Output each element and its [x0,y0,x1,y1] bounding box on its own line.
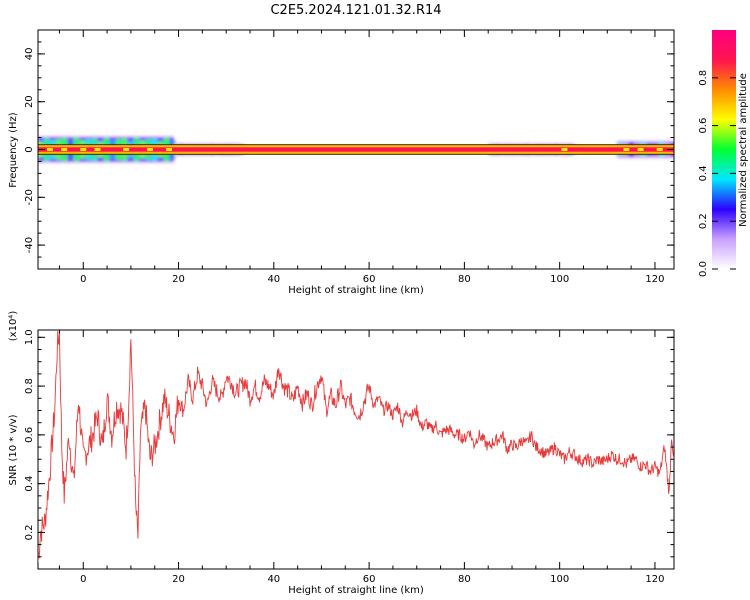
spectrogram-panel: 0 20 40 60 80 100 120 -40 -20 0 20 40 Height of str… [8,29,675,296]
colorbar-ticks: 0.0 0.2 0.4 0.6 0.8 [698,70,736,277]
colorbar-tick-label: 0.8 [698,70,709,86]
spectrogram-x-tick-label: 40 [267,274,280,285]
snr-frame [37,329,675,570]
spectrogram-x-tick-label: 80 [458,274,471,285]
spectrogram-y-tick-label: 0 [24,146,35,152]
colorbar-label: Normalized spectral amplitude [738,73,749,227]
carrier-highlight [637,148,644,151]
snr-y-tick-label: 0.8 [24,378,35,394]
snr-x-tick-label: 60 [363,574,376,585]
spectrogram-x-tick-label: 60 [363,274,376,285]
spectrogram-xlabel: Height of straight line (km) [288,285,424,296]
snr-x-tick-label: 0 [80,574,86,585]
snr-y-multiplier: (x10⁴) [8,311,19,342]
carrier-highlight [123,148,130,151]
carrier-highlight [61,148,68,151]
snr-xlabel: Height of straight line (km) [288,585,424,596]
spectrogram-ylabel: Frequency (Hz) [8,112,19,188]
carrier-highlight [46,148,53,151]
snr-ticks: 0 20 40 60 80 100 120 0.2 0.4 0.6 0.8 1.0 [24,329,674,585]
spectrogram-x-tick-label: 20 [172,274,185,285]
snr-x-tick-label: 120 [645,574,664,585]
carrier-highlight [623,148,630,151]
figure-title: C2E5.2024.121.01.32.R14 [270,3,441,18]
carrier-highlight [80,148,87,151]
snr-y-tick-label: 1.0 [24,329,35,345]
carrier-highlight [166,148,173,151]
snr-x-tick-label: 80 [458,574,471,585]
snr-x-tick-label: 20 [172,574,185,585]
colorbar-tick-label: 0.6 [698,118,709,134]
spectrogram-x-tick-label: 100 [550,274,569,285]
snr-panel: 0 20 40 60 80 100 120 0.2 0.4 0.6 0.8 1.0 Height of… [8,311,675,596]
colorbar-tick-label: 0.0 [698,261,709,277]
spectrogram-y-tick-label: 40 [24,48,35,61]
snr-y-tick-label: 0.4 [24,476,35,492]
spectrogram-y-tick-label: -20 [24,189,35,205]
spectrogram-x-tick-label: 120 [645,274,664,285]
colorbar-tick-label: 0.2 [698,213,709,229]
snr-x-tick-label: 100 [550,574,569,585]
spectrogram-ticks: 0 20 40 60 80 100 120 -40 -20 0 20 40 [24,29,674,285]
spectrogram-y-tick-label: 20 [24,95,35,108]
colorbar-tick-label: 0.4 [698,165,709,181]
spectrogram-x-tick-label: 0 [80,274,86,285]
carrier-band-inner [38,147,674,152]
carrier-highlight [561,148,568,151]
snr-series-line [38,330,674,563]
carrier-highlight [656,148,663,151]
colorbar-gradient [712,30,736,269]
snr-y-tick-label: 0.6 [24,427,35,443]
spectrogram-heatmap [38,135,674,164]
carrier-highlight [146,148,153,151]
colorbar: 0.0 0.2 0.4 0.6 0.8 Normalized spectral ampl… [698,30,749,277]
snr-y-tick-label: 0.2 [24,524,35,540]
snr-ylabel: SNR (10 * v/v) [8,414,19,485]
snr-x-tick-label: 40 [267,574,280,585]
spectrogram-y-tick-label: -40 [24,237,35,253]
carrier-highlight [94,148,101,151]
